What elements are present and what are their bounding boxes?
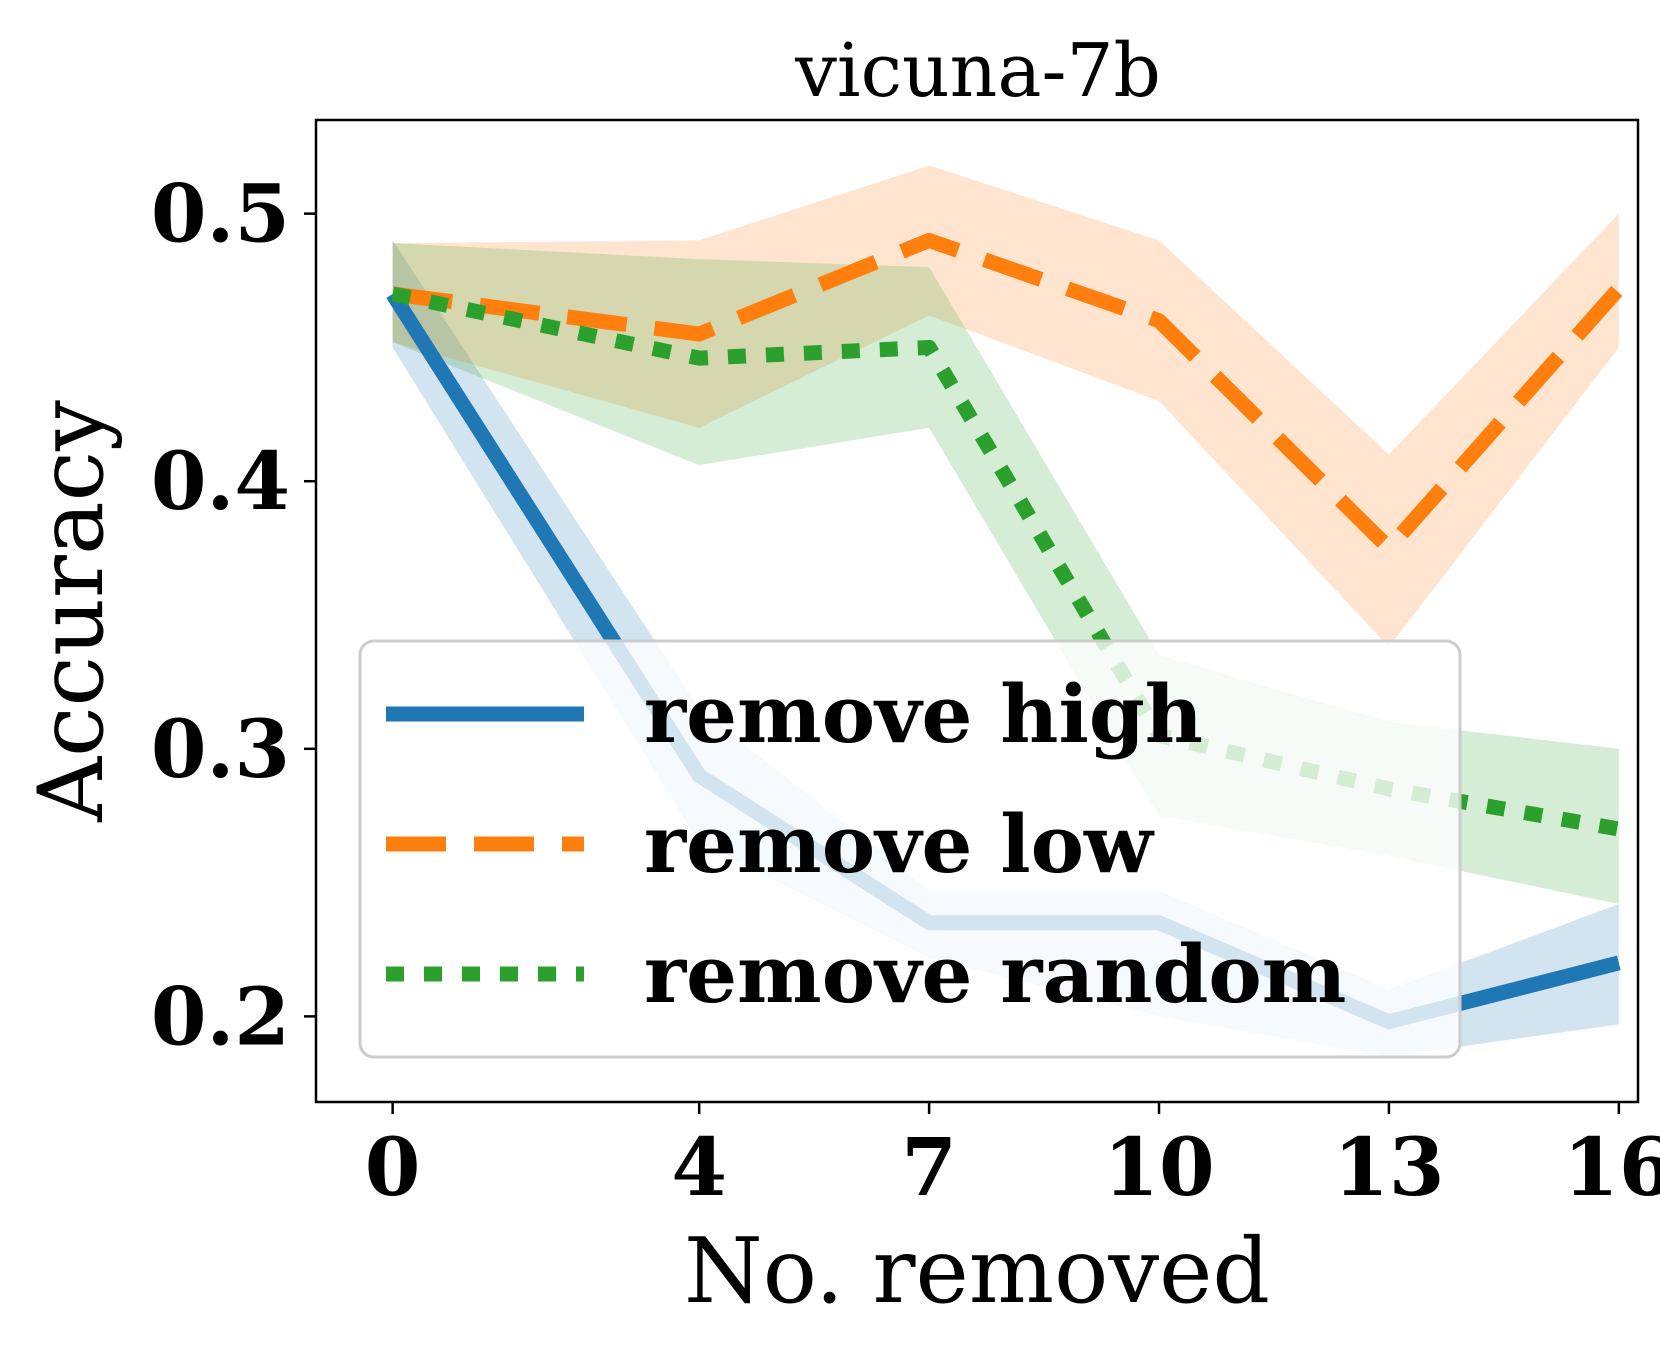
y-tick-label: 0.3 [151, 702, 290, 796]
x-axis-label: No. removed [684, 1219, 1270, 1324]
y-tick-label: 0.4 [151, 434, 290, 528]
x-tick-label: 4 [671, 1120, 727, 1214]
x-tick-label: 16 [1563, 1120, 1660, 1214]
remove-random-legend-label: remove random [644, 927, 1346, 1021]
x-tick-label: 7 [901, 1120, 957, 1214]
y-axis-label: Accuracy [19, 400, 124, 823]
plot-frame [314, 118, 1640, 1104]
remove-high-legend-label: remove high [644, 667, 1203, 761]
y-axis-ticks: 0.2 0.3 0.4 0.5 [151, 167, 316, 1063]
chart-title: vicuna-7b [794, 28, 1161, 114]
x-tick-label: 0 [365, 1120, 421, 1214]
x-axis-ticks: 0 4 7 10 13 16 [365, 1102, 1660, 1214]
legend-frame [358, 639, 1462, 1059]
y-tick-label: 0.2 [151, 969, 290, 1063]
x-tick-label: 10 [1103, 1120, 1214, 1214]
remove-low-legend-label: remove low [644, 797, 1155, 891]
y-tick-label: 0.5 [151, 167, 290, 261]
remove-low-line [391, 232, 1625, 556]
x-tick-label: 13 [1333, 1120, 1444, 1214]
legend: remove high remove low remove random [358, 639, 1462, 1059]
remove-low-band [392, 165, 1619, 648]
